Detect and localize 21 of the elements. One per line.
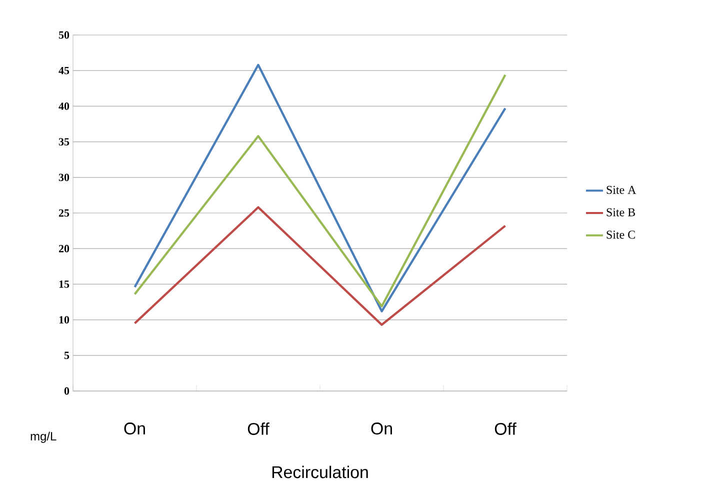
legend-label: Site A <box>606 186 636 194</box>
legend-label: Site C <box>606 230 635 239</box>
y-tick-label: 15 <box>59 280 70 288</box>
x-tick-label: On <box>371 422 392 435</box>
y-tick-label: 25 <box>58 209 70 217</box>
x-tick-label: On <box>124 422 145 435</box>
line-series <box>134 206 506 326</box>
x-tick-label: Off <box>494 422 516 435</box>
y-tick-label: 35 <box>58 138 70 146</box>
x-axis-title: Recirculation <box>272 466 368 478</box>
legend-label: Site B <box>606 208 635 216</box>
y-tick-label: 10 <box>59 316 70 324</box>
y-tick-label: 40 <box>58 102 70 110</box>
y-axis-title: mg/L <box>30 432 56 443</box>
y-tick-label: 20 <box>58 244 70 252</box>
y-tick-label: 0 <box>64 387 70 395</box>
y-tick-label: 5 <box>64 352 70 360</box>
y-tick-label: 30 <box>58 174 70 182</box>
x-tick-label: Off <box>248 422 270 435</box>
y-tick-label: 50 <box>58 31 70 39</box>
y-tick-label: 45 <box>58 66 70 74</box>
